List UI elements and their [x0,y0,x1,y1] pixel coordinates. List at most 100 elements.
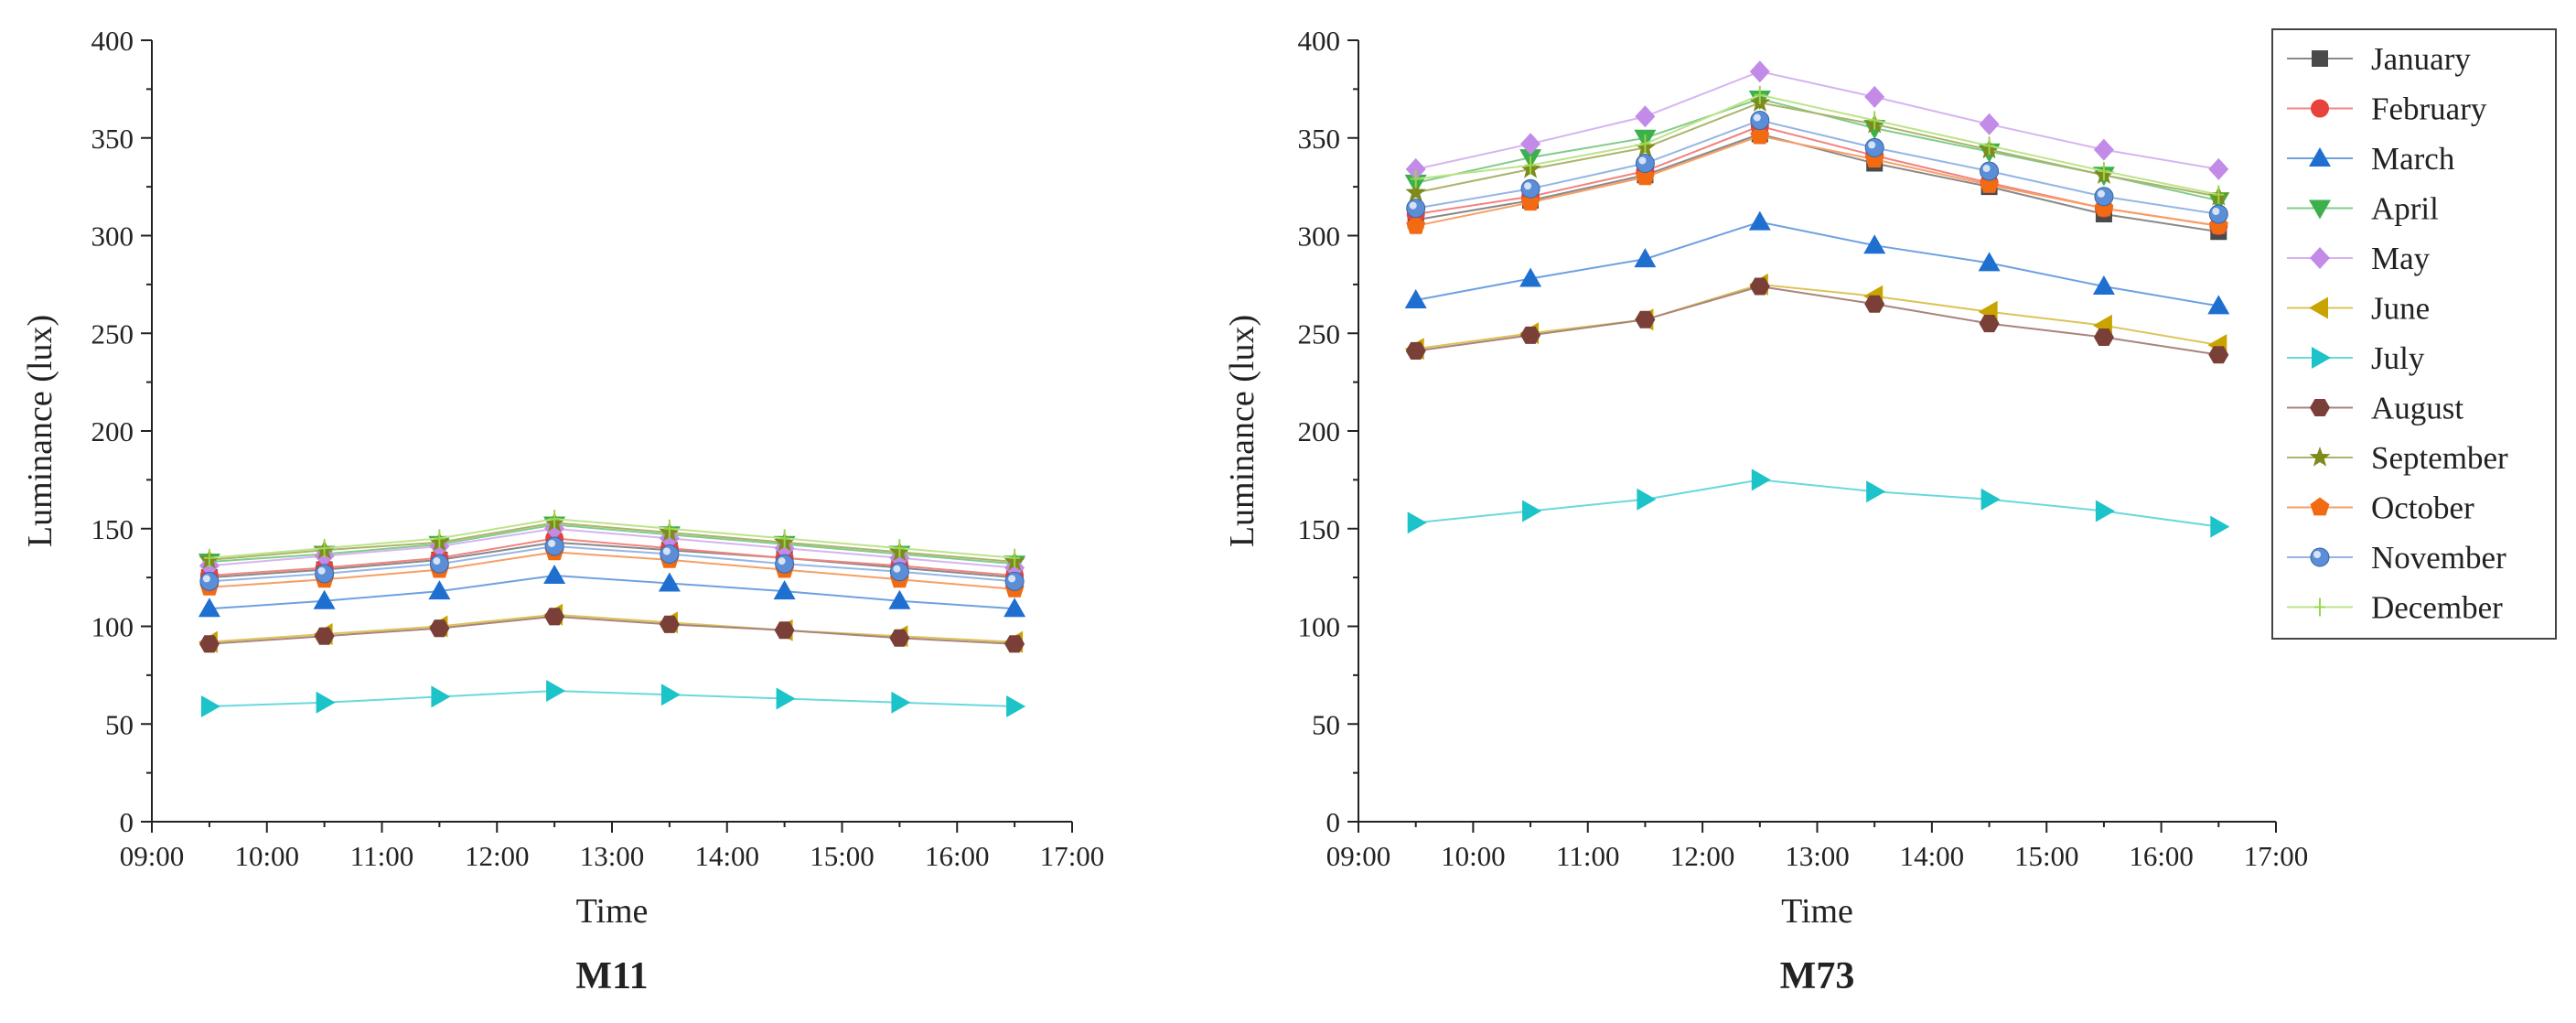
legend-item-october: October [2287,490,2474,526]
y-tick-label: 0 [1326,806,1341,838]
x-tick-label: 17:00 [2244,840,2309,872]
legend-marker [2309,447,2331,467]
data-point-body [2094,187,2114,207]
data-point [1009,548,1021,567]
data-point [1749,277,1770,296]
legend-item-september: September [2287,440,2508,476]
data-point [429,619,450,638]
legend-item-august: August [2287,391,2463,426]
series-line [209,544,1015,583]
y-tick-label: 400 [1298,25,1341,57]
legend-label: April [2371,191,2439,227]
data-point-highlight [1409,201,1417,210]
legend-item-february: February [2287,92,2487,127]
data-point-body [1406,199,1426,219]
y-tick-label: 100 [1298,611,1341,643]
data-point [199,571,220,591]
y-axis-label: Luminance (lux) [1223,315,1261,547]
data-point-body [544,536,564,556]
chart-title: M73 [1780,955,1855,997]
series-line [1415,221,2219,307]
y-tick-label: 150 [1298,513,1341,545]
data-point [1635,310,1656,328]
series-line [209,523,1015,565]
data-point [2208,157,2229,180]
legend-label: June [2371,291,2430,327]
data-point [2213,185,2225,204]
y-tick-label: 300 [1298,221,1341,253]
data-point [1519,267,1542,287]
data-point [1979,315,2000,333]
x-tick-label: 15:00 [810,840,875,872]
legend-marker [2310,399,2330,416]
x-tick-label: 11:00 [350,840,413,872]
x-tick-label: 12:00 [465,840,530,872]
x-tick-label: 15:00 [2014,840,2079,872]
data-point [1750,125,1770,145]
series-may [1405,60,2229,180]
data-point-body [775,554,795,574]
legend-marker [2310,547,2330,567]
data-point [1749,60,1770,83]
data-point [1866,480,1886,503]
legend-label: February [2371,92,2487,127]
data-point [778,529,790,548]
data-point [543,565,566,584]
data-point [1639,135,1651,154]
data-point [1404,289,1427,308]
data-point [889,562,909,582]
data-point [1748,210,1771,231]
data-point [2095,500,2115,522]
data-point [660,684,681,706]
y-axis-label: Luminance (lux) [21,315,59,547]
legend-item-july: July [2287,340,2425,376]
data-point-highlight [662,547,671,555]
series-line [209,551,1015,590]
legend-item-may: May [2287,241,2431,276]
legend-item-december: December [2287,590,2503,626]
x-tick-label: 16:00 [925,840,990,872]
data-point [1983,136,1995,156]
data-point [1635,154,1655,174]
data-point [1979,113,2000,135]
data-point [1407,512,1427,534]
legend: January February March April May June July Augu… [2271,28,2557,640]
data-point [2208,346,2229,364]
legend-marker-highlight [2313,551,2321,558]
legend-label: March [2371,141,2455,177]
data-point-body [2208,204,2228,224]
chart-title: M11 [575,955,648,997]
data-point [888,589,911,609]
data-point-body [1635,154,1655,174]
data-point-highlight [433,557,441,565]
data-point [1405,181,1427,202]
data-point [1754,85,1766,104]
data-point [1863,234,1886,254]
data-point [1634,248,1657,268]
data-point [1522,500,1542,522]
series-line [1415,135,2219,227]
data-point [1980,161,2000,181]
series-line [209,541,1015,579]
chart-m73: 0 50 100 150 200 250 300 350 400 09:00 10:00 11:00 1… [1223,25,2557,997]
series-august [1405,277,2229,364]
y-tick-label: 250 [1298,318,1341,350]
data-point [1978,252,2001,272]
data-point [316,691,336,714]
series-november [1406,111,2228,224]
y-tick-label: 350 [1298,123,1341,155]
legend-label: January [2371,41,2471,77]
data-point [1750,111,1770,131]
data-point [434,529,445,548]
data-point [546,680,566,702]
legend-label: July [2371,340,2425,376]
data-point-body [1864,137,1884,157]
series-july [1407,468,2230,538]
legend-item-june: June [2287,291,2430,327]
data-point [775,554,795,574]
x-tick-label: 13:00 [1785,840,1850,872]
data-point [894,539,906,558]
data-point-body [1520,178,1540,199]
legend-label: September [2371,440,2508,476]
series-line [209,522,1015,563]
